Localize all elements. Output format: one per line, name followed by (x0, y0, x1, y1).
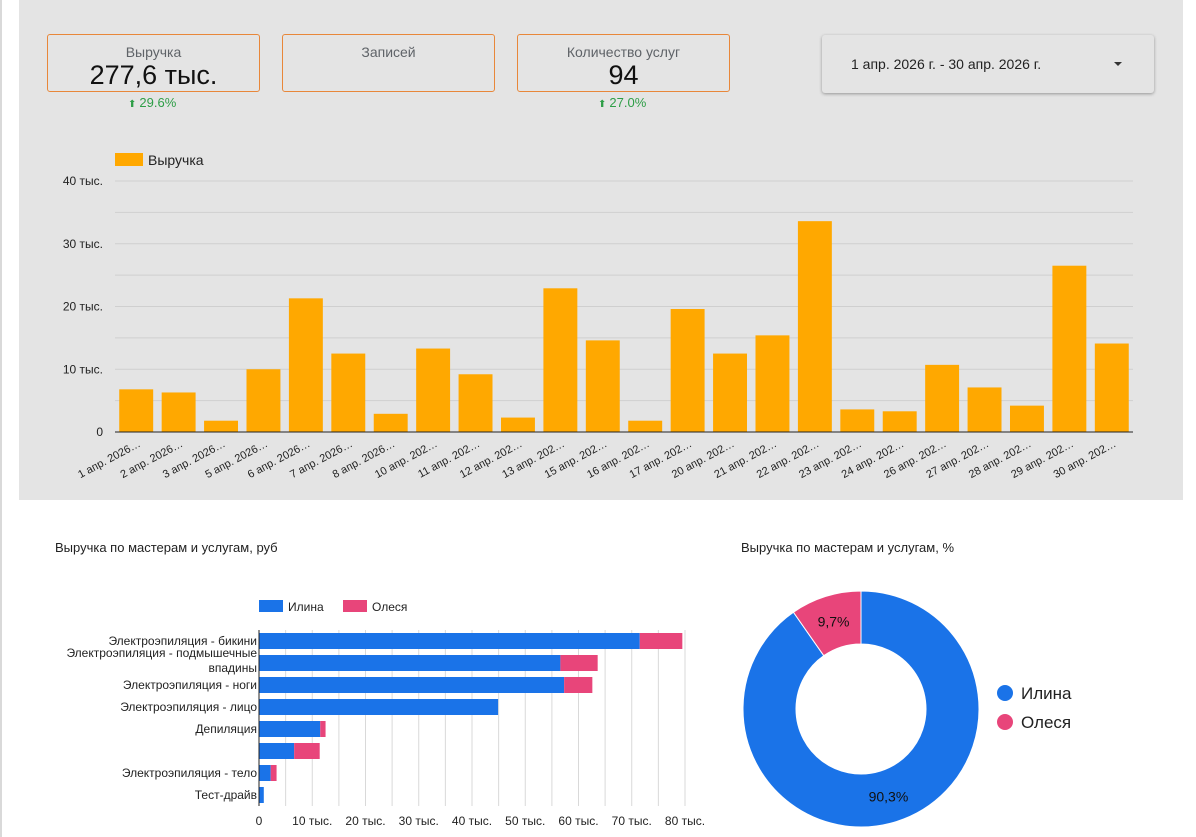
bar-ilina (259, 721, 321, 737)
legend-label: Олеся (1021, 713, 1072, 732)
bar-olesya (294, 743, 320, 759)
revenue-bar (500, 417, 535, 432)
x-tick-label: 80 тыс. (665, 814, 705, 828)
arrow-up-icon: ⬆ (598, 99, 607, 110)
revenue-bar (1052, 265, 1087, 432)
y-tick-label: Электроэпиляция - лицо (120, 700, 257, 714)
revenue-bar (882, 411, 917, 432)
kpi-card-records[interactable]: Записей (282, 34, 495, 92)
x-tick-label: 20 тыс. (345, 814, 385, 828)
revenue-bar (543, 288, 578, 432)
legend-label-ilina: Илина (288, 600, 324, 614)
revenue-bar (840, 409, 875, 432)
x-tick-label: 70 тыс. (612, 814, 652, 828)
revenue-bar (458, 374, 493, 432)
x-tick-label: 30 тыс. (399, 814, 439, 828)
revenue-bar (416, 348, 451, 432)
kpi-card-services[interactable]: Количество услуг 94 (517, 34, 730, 92)
kpi-delta-services: ⬆ 27.0% (598, 95, 646, 110)
bar-ilina (259, 765, 271, 781)
y-tick-label: 40 тыс. (63, 174, 103, 188)
bar-olesya (564, 677, 593, 693)
master-share-donut-chart: 90,3% 9,7% (742, 590, 980, 828)
donut-chart-title: Выручка по мастерам и услугам, % (741, 540, 955, 555)
kpi-value: 277,6 тыс. (89, 60, 218, 90)
y-tick-label: 20 тыс. (63, 300, 103, 314)
x-tick-label: 40 тыс. (452, 814, 492, 828)
legend-swatch-olesya (343, 600, 367, 612)
bar-olesya (270, 765, 277, 781)
y-tick-label: Электроэпиляция - подмышечные (66, 646, 257, 660)
revenue-bar (204, 420, 239, 432)
revenue-bar (373, 413, 408, 432)
bar-ilina (259, 677, 565, 693)
revenue-bar (755, 335, 790, 432)
y-tick-label: впадины (208, 661, 257, 675)
kpi-label: Записей (361, 44, 416, 60)
slice-value-label: 9,7% (818, 614, 850, 630)
revenue-bar (628, 420, 663, 432)
revenue-bar (331, 353, 366, 432)
revenue-bar (246, 369, 281, 432)
revenue-bar (797, 221, 832, 432)
legend-swatch-ilina (259, 600, 283, 612)
legend-label-olesya: Олеся (372, 600, 407, 614)
y-tick-label: Тест-драйв (195, 788, 257, 802)
revenue-bar (161, 392, 196, 432)
bar-ilina (259, 633, 640, 649)
x-tick-label: 60 тыс. (558, 814, 598, 828)
bar-ilina (259, 699, 499, 715)
legend-swatch (997, 685, 1013, 701)
y-tick-label: Электроэпиляция - тело (122, 766, 257, 780)
revenue-bar (967, 387, 1002, 432)
y-tick-label: Депиляция (195, 722, 257, 736)
bar-olesya (320, 721, 326, 737)
revenue-bar (713, 353, 748, 432)
x-tick-label: 50 тыс. (505, 814, 545, 828)
bar-olesya (639, 633, 683, 649)
donut-legend-item-ilina[interactable]: Илина (997, 684, 1071, 704)
revenue-bar (1009, 405, 1044, 432)
legend-label-revenue: Выручка (148, 152, 204, 168)
date-range-label: 1 апр. 2026 г. - 30 апр. 2026 г. (851, 56, 1042, 72)
revenue-bar (585, 340, 620, 432)
donut-legend-item-olesya[interactable]: Олеся (997, 713, 1071, 733)
y-tick-label: 30 тыс. (63, 237, 103, 251)
slice-value-label: 90,3% (869, 788, 909, 804)
y-tick-label: 10 тыс. (63, 362, 103, 376)
kpi-card-revenue[interactable]: Выручка 277,6 тыс. (47, 34, 260, 92)
slice-ilina (742, 590, 980, 828)
chevron-down-icon[interactable] (1114, 62, 1122, 66)
legend-label: Илина (1021, 684, 1072, 703)
bar-ilina (259, 655, 561, 671)
revenue-bar (119, 389, 154, 432)
bar-ilina (259, 743, 295, 759)
y-tick-label: Электроэпиляция - бикини (108, 634, 257, 648)
legend-swatch (997, 714, 1013, 730)
master-service-bar-chart: Илина Олеся 0 10 тыс. 20 тыс. 30 тыс. 40 тыс. 5… (66, 600, 705, 828)
date-range-selector[interactable]: 1 апр. 2026 г. - 30 апр. 2026 г. (822, 35, 1154, 93)
hbar-chart-title: Выручка по мастерам и услугам, руб (55, 540, 278, 555)
bar-ilina (259, 787, 264, 803)
kpi-delta-text: 29.6% (139, 95, 177, 110)
kpi-delta-revenue: ⬆ 29.6% (128, 95, 176, 110)
kpi-label: Выручка (125, 44, 182, 60)
revenue-bar (925, 364, 960, 432)
arrow-up-icon: ⬆ (128, 99, 137, 110)
legend-swatch-revenue (115, 153, 143, 166)
kpi-label: Количество услуг (566, 44, 681, 60)
bar-olesya (560, 655, 598, 671)
y-tick-label: Электроэпиляция - ноги (123, 678, 257, 692)
left-border (0, 0, 2, 837)
revenue-bar (288, 298, 323, 432)
revenue-bar (1094, 343, 1129, 432)
x-tick-label: 10 тыс. (292, 814, 332, 828)
revenue-bar (670, 309, 705, 432)
kpi-value: 94 (608, 60, 639, 90)
x-tick-label: 0 (256, 814, 263, 828)
kpi-delta-text: 27.0% (609, 95, 647, 110)
slice-olesya (792, 590, 862, 657)
y-tick-label: 0 (96, 425, 103, 439)
